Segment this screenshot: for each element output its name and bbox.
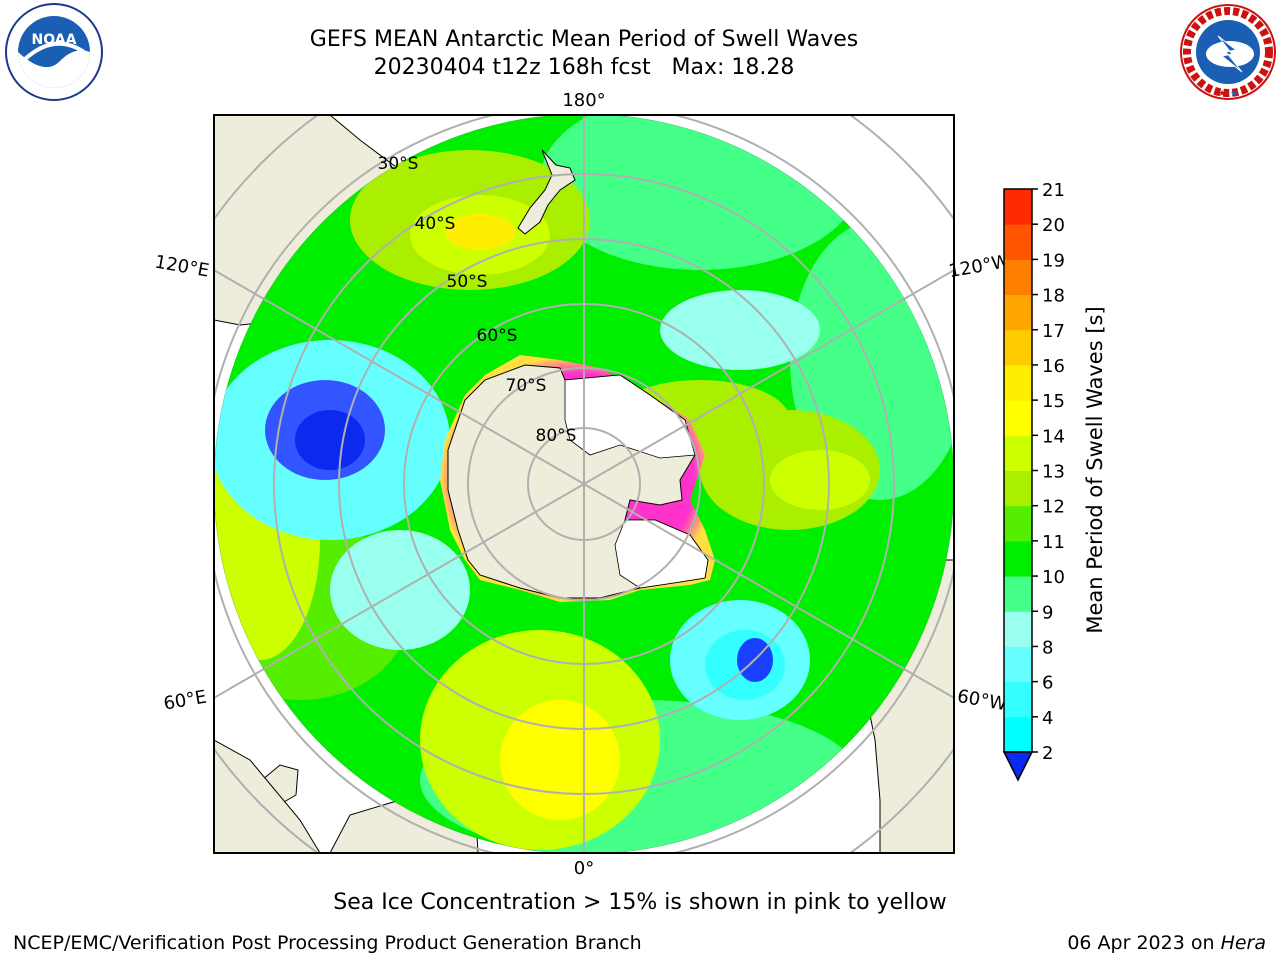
lat-label-80s: 80°S — [536, 426, 577, 446]
new-zealand-land — [517, 149, 576, 235]
colorbar-tick-label: 6 — [1042, 673, 1053, 694]
colorbar-extend-min — [1002, 751, 1034, 782]
lat-label-30s: 30°S — [378, 154, 419, 174]
credit-branch: NCEP/EMC/Verification Post Processing Pr… — [13, 932, 642, 954]
lon-label-180: 180° — [562, 90, 605, 111]
svg-text:★: ★ — [1230, 89, 1238, 99]
colorbar-tick-label: 19 — [1042, 250, 1065, 271]
colorbar-tick-label: 4 — [1042, 708, 1053, 729]
map-gridlines — [214, 115, 954, 853]
colorbar-ticks: 2 4 6 8 9 10 11 12 13 14 15 16 17 18 19 20 21 — [1032, 180, 1065, 764]
lon-label-0: 0° — [574, 858, 594, 879]
svg-text:★: ★ — [1218, 89, 1226, 99]
map-frame — [213, 114, 955, 854]
colorbar-swatch — [1004, 681, 1032, 718]
colorbar-tick-label: 21 — [1042, 180, 1065, 201]
lon-label-120e: 120°E — [153, 251, 211, 281]
colorbar-swatches — [1004, 189, 1032, 753]
colorbar-tick-label: 2 — [1042, 743, 1053, 764]
lat-label-50s: 50°S — [447, 272, 488, 292]
lat-label-40s: 40°S — [415, 214, 456, 234]
colorbar-tick-label: 14 — [1042, 426, 1065, 447]
credit-host: Hera — [1220, 932, 1266, 954]
credit-date-text: 06 Apr 2023 on — [1067, 932, 1221, 954]
colorbar-tick-label: 11 — [1042, 532, 1065, 553]
lat-label-70s: 70°S — [506, 376, 547, 396]
chart-subtitle: 20230404 t12z 168h fcst Max: 18.28 — [373, 55, 795, 80]
colorbar-swatch — [1004, 259, 1032, 296]
chart-title: GEFS MEAN Antarctic Mean Period of Swell… — [309, 27, 859, 52]
colorbar-swatch — [1004, 540, 1032, 577]
colorbar-swatch — [1004, 505, 1032, 542]
colorbar-label: Mean Period of Swell Waves [s] — [1083, 306, 1107, 633]
colorbar-tick-label: 12 — [1042, 497, 1065, 518]
colorbar-swatch — [1004, 435, 1032, 471]
sea-ice-note: Sea Ice Concentration > 15% is shown in … — [333, 890, 947, 915]
colorbar-swatch — [1004, 470, 1032, 507]
colorbar-swatch — [1004, 329, 1032, 366]
ronne-ice-shelf — [614, 519, 709, 589]
colorbar-swatch — [1004, 400, 1032, 436]
colorbar-tick-label: 9 — [1042, 602, 1053, 623]
noaa-logo-text: NOAA — [32, 32, 77, 48]
ross-ice-shelf — [564, 374, 696, 459]
colorbar-tick-label: 18 — [1042, 286, 1065, 307]
colorbar-swatch — [1004, 364, 1032, 401]
national-weather-service-logo-icon: ★ ★ — [1180, 4, 1276, 100]
lat-label-60s: 60°S — [477, 326, 518, 346]
colorbar-swatch — [1004, 646, 1032, 683]
colorbar-swatch — [1004, 189, 1032, 225]
colorbar-swatch — [1004, 611, 1032, 647]
credit-date: 06 Apr 2023 on Hera — [1067, 932, 1266, 954]
colorbar-tick-label: 16 — [1042, 356, 1065, 377]
colorbar: 2 4 6 8 9 10 11 12 13 14 15 16 17 18 19 20 21 Mean Perio… — [1002, 180, 1107, 782]
lon-label-60e: 60°E — [162, 686, 208, 714]
colorbar-swatch — [1004, 294, 1032, 331]
colorbar-tick-label: 10 — [1042, 567, 1065, 588]
noaa-logo-icon: NOAA — [5, 3, 103, 101]
colorbar-tick-label: 8 — [1042, 637, 1053, 658]
colorbar-tick-label: 13 — [1042, 462, 1065, 483]
colorbar-tick-label: 17 — [1042, 321, 1065, 342]
colorbar-swatch — [1004, 224, 1032, 260]
colorbar-tick-label: 20 — [1042, 215, 1065, 236]
colorbar-swatch — [1004, 576, 1032, 612]
colorbar-tick-label: 15 — [1042, 391, 1065, 412]
colorbar-swatch — [1004, 716, 1032, 753]
